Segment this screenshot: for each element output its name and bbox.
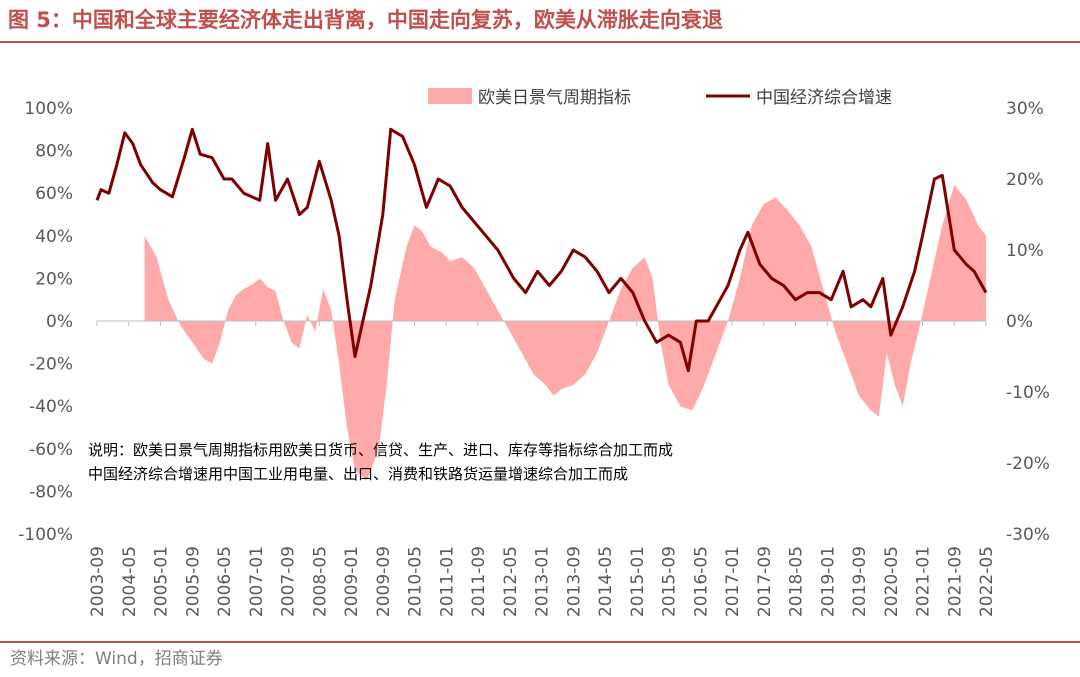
- x-axis-tick-label: 2019-09: [850, 546, 870, 617]
- right-axis-tick-label: 30%: [1006, 99, 1044, 119]
- x-axis-tick-label: 2013-09: [564, 546, 584, 617]
- right-axis-tick-label: -20%: [1006, 454, 1050, 474]
- title-divider: [0, 41, 1080, 43]
- x-axis-tick-label: 2015-09: [660, 546, 680, 617]
- x-axis-tick-label: 2017-01: [723, 546, 743, 617]
- left-axis-tick-label: -20%: [29, 355, 73, 375]
- left-axis-tick-label: 0%: [46, 312, 73, 332]
- footer-divider: [0, 641, 1080, 643]
- x-axis-tick-label: 2010-05: [406, 546, 426, 617]
- left-axis-tick-label: 60%: [35, 184, 73, 204]
- right-axis-tick-label: 0%: [1006, 312, 1033, 332]
- x-axis-tick-label: 2019-01: [818, 546, 838, 617]
- x-axis-tick-label: 2016-05: [691, 546, 711, 617]
- x-axis-tick-label: 2013-01: [533, 546, 553, 617]
- x-axis-tick-label: 2022-05: [977, 546, 997, 617]
- x-axis-tick-label: 2015-01: [628, 546, 648, 617]
- left-axis-tick-label: -40%: [29, 397, 73, 417]
- x-axis-tick-label: 2009-09: [374, 546, 394, 617]
- chart-note-2: 中国经济综合增速用中国工业用电量、出口、消费和铁路货运量增速综合加工而成: [88, 465, 628, 483]
- figure-title: 图 5：中国和全球主要经济体走出背离，中国走向复苏，欧美从滞胀走向衰退: [8, 8, 723, 32]
- left-axis-tick-label: 20%: [35, 269, 73, 289]
- x-axis-tick-label: 2004-05: [120, 546, 140, 617]
- left-axis-tick-label: -100%: [18, 525, 73, 545]
- x-axis-tick-label: 2011-01: [437, 546, 457, 617]
- right-axis-tick-label: -10%: [1006, 383, 1050, 403]
- x-axis-tick-label: 2003-09: [88, 546, 108, 617]
- x-axis-tick-label: 2012-05: [501, 546, 521, 617]
- x-axis-tick-label: 2020-05: [882, 546, 902, 617]
- left-axis-tick-label: 80%: [35, 142, 73, 162]
- series-area-developed-economies: [144, 184, 987, 481]
- legend-label-line: 中国经济综合增速: [756, 88, 892, 108]
- x-axis-tick-label: 2005-01: [152, 546, 172, 617]
- x-axis-tick-label: 2018-05: [787, 546, 807, 617]
- x-axis-tick-label: 2017-09: [755, 546, 775, 617]
- x-axis-tick-label: 2006-05: [215, 546, 235, 617]
- legend-label-area: 欧美日景气周期指标: [478, 88, 631, 108]
- x-axis-tick-label: 2008-05: [310, 546, 330, 617]
- x-axis-tick-label: 2021-09: [945, 546, 965, 617]
- x-axis-tick-label: 2014-05: [596, 546, 616, 617]
- chart-note-1: 说明：欧美日景气周期指标用欧美日货币、信贷、生产、进口、库存等指标综合加工而成: [88, 441, 673, 459]
- right-axis-tick-label: 20%: [1006, 170, 1044, 190]
- legend-swatch-area: [428, 88, 472, 104]
- x-axis-tick-label: 2009-01: [342, 546, 362, 617]
- left-axis-tick-label: 100%: [24, 99, 73, 119]
- x-axis-tick-label: 2007-01: [247, 546, 267, 617]
- left-axis-tick-label: -80%: [29, 482, 73, 502]
- x-axis-tick-label: 2021-01: [914, 546, 934, 617]
- x-axis-tick-label: 2007-09: [279, 546, 299, 617]
- x-axis-tick-label: 2011-09: [469, 546, 489, 617]
- left-axis-tick-label: 40%: [35, 227, 73, 247]
- left-axis-tick-label: -60%: [29, 440, 73, 460]
- right-axis-tick-label: 10%: [1006, 241, 1044, 261]
- x-axis-tick-label: 2005-09: [183, 546, 203, 617]
- source-note: 资料来源：Wind，招商证券: [10, 649, 223, 669]
- series-line-china-growth: [95, 127, 988, 373]
- right-axis-tick-label: -30%: [1006, 525, 1050, 545]
- chart-area: 100%80%60%40%20%0%-20%-40%-60%-80%-100% …: [18, 88, 1050, 617]
